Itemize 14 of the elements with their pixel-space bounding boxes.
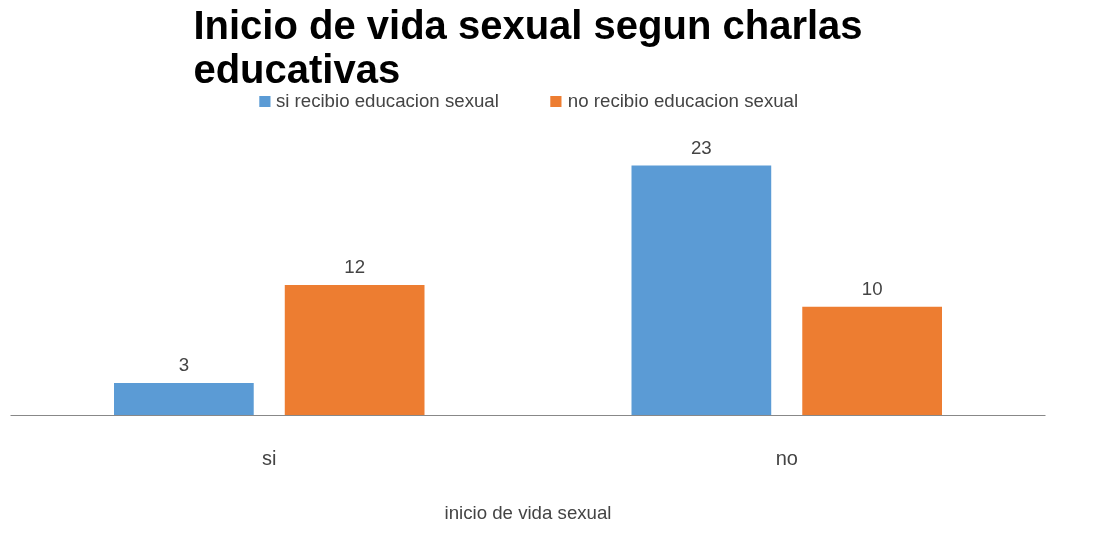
data-label: 10 [861,277,883,299]
data-label: 12 [344,256,366,278]
bar [284,285,425,416]
legend-label: no recibio educacion sexual [567,90,799,112]
bar [631,165,772,416]
x-tick-label: si [262,446,277,469]
bar [802,306,942,416]
legend-label: si recibio educacion sexual [275,90,499,112]
x-tick-label: no [775,446,798,469]
data-label: 3 [178,353,190,375]
x-axis-title: inicio de vida sexual [444,501,612,523]
data-label: 23 [690,136,712,158]
bar [114,382,254,416]
chart-title: Inicio de vida sexual segun charlas educativas [193,2,863,91]
